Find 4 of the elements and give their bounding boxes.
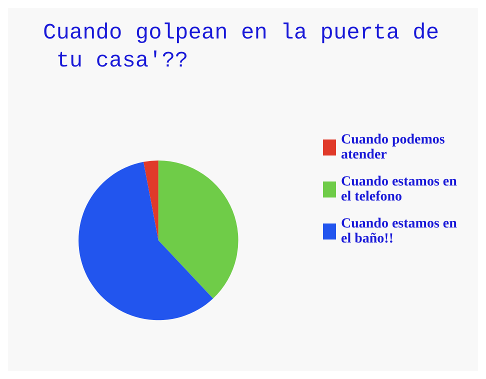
legend-label: Cuando estamos en el telefono — [341, 174, 460, 204]
legend-label: Cuando podemos atender — [341, 132, 448, 162]
legend-label: Cuando estamos en el baño!! — [341, 216, 460, 246]
chart-title: Cuando golpean en la puerta de tu casa'?? — [43, 20, 440, 74]
